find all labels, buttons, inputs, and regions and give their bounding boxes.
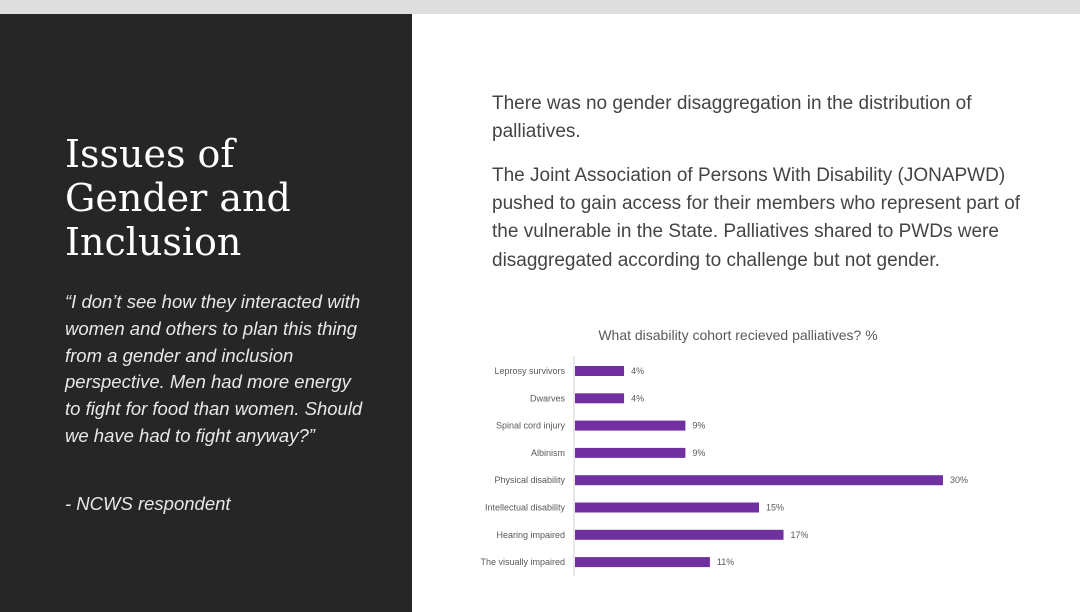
value-label-albinism: 9% xyxy=(692,448,705,458)
respondent-quote: “I don’t see how they interacted with wo… xyxy=(65,291,363,446)
quote-attribution: - NCWS respondent xyxy=(65,493,231,514)
bar-hearing-impaired xyxy=(575,529,784,540)
bar-dwarves xyxy=(575,393,625,404)
bar-physical-disability xyxy=(575,475,943,486)
category-label-spinal-cord-injury: Spinal cord injury xyxy=(496,421,566,431)
value-label-hearing-impaired: 17% xyxy=(791,530,809,540)
top-bar xyxy=(0,0,1080,14)
paragraph-gender-disaggregation: There was no gender disaggregation in th… xyxy=(492,93,972,143)
category-label-the-visually-impaired: The visually impaired xyxy=(480,557,565,567)
bar-leprosy-survivors xyxy=(575,366,625,376)
category-label-dwarves: Dwarves xyxy=(530,393,566,403)
category-label-intellectual-disability: Intellectual disability xyxy=(485,503,566,513)
bar-intellectual-disability xyxy=(575,502,759,513)
left-panel: Issues of Gender and Inclusion “I don’t … xyxy=(0,14,412,612)
category-label-leprosy-survivors: Leprosy survivors xyxy=(494,366,565,376)
bar-albinism xyxy=(575,447,686,458)
title-line-3: Inclusion xyxy=(65,220,242,264)
bar-the-visually-impaired xyxy=(575,557,710,568)
value-label-intellectual-disability: 15% xyxy=(766,503,784,513)
value-label-leprosy-survivors: 4% xyxy=(631,366,644,376)
value-label-physical-disability: 30% xyxy=(950,475,968,485)
paragraph-jonapwd: The Joint Association of Persons With Di… xyxy=(492,165,1021,271)
value-label-spinal-cord-injury: 9% xyxy=(692,421,705,431)
category-label-physical-disability: Physical disability xyxy=(494,475,565,485)
chart-bars: Leprosy survivors 4% Dwarves 4% Spinal cord … xyxy=(480,366,968,568)
chart-title: What disability cohort recieved palliati… xyxy=(598,327,877,343)
slide-title: Issues of Gender and Inclusion xyxy=(65,132,395,264)
value-label-the-visually-impaired: 11% xyxy=(717,557,734,567)
disability-cohort-chart: What disability cohort recieved palliati… xyxy=(480,327,968,576)
title-line-2: Gender and xyxy=(65,176,291,220)
category-label-albinism: Albinism xyxy=(531,448,565,458)
title-line-1: Issues of xyxy=(65,132,235,176)
value-label-dwarves: 4% xyxy=(631,393,644,403)
category-label-hearing-impaired: Hearing impaired xyxy=(496,530,565,540)
bar-spinal-cord-injury xyxy=(575,420,686,431)
